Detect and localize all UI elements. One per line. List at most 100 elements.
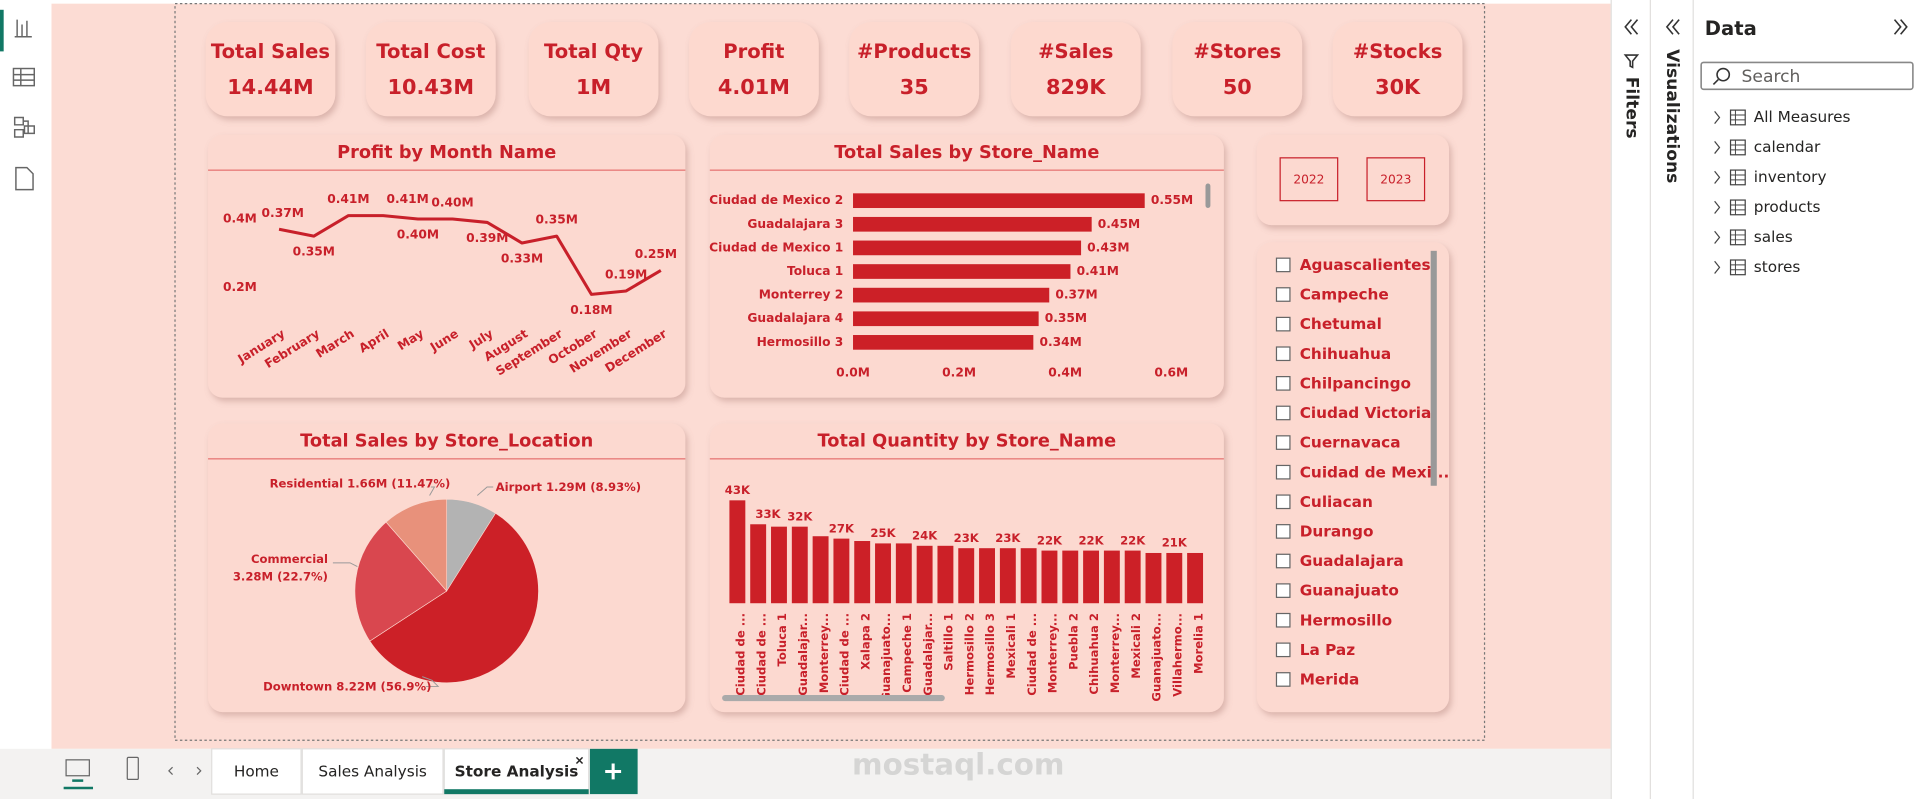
bar bbox=[854, 541, 871, 604]
checkbox[interactable] bbox=[1275, 494, 1291, 510]
bar bbox=[750, 524, 767, 604]
bar bbox=[812, 536, 829, 604]
bar bbox=[853, 311, 1039, 327]
slicer-item: Aguascalientes bbox=[1300, 256, 1431, 274]
slicer-item: Hermosillo bbox=[1300, 611, 1392, 629]
data-label: 0.39M bbox=[466, 231, 508, 245]
category-label: Residential bbox=[270, 476, 344, 490]
model-icon[interactable] bbox=[13, 116, 36, 138]
category-label: Airport bbox=[496, 479, 543, 493]
checkbox[interactable] bbox=[1275, 257, 1291, 273]
page-tab[interactable] bbox=[211, 748, 302, 795]
profit-line bbox=[278, 214, 662, 296]
pie-slice bbox=[385, 498, 448, 592]
collapse-filters[interactable] bbox=[1624, 19, 1639, 35]
x-tick-label: Ciudad de ... bbox=[1025, 613, 1039, 696]
y-tick-label: 0.4M bbox=[223, 212, 257, 226]
data-label: 0.35M bbox=[293, 245, 335, 259]
tab-nav[interactable] bbox=[168, 766, 202, 775]
report-icon[interactable] bbox=[14, 19, 32, 38]
expand-arrow[interactable] bbox=[1714, 230, 1721, 244]
slicer-item: Durango bbox=[1300, 523, 1374, 541]
active-indicator bbox=[0, 9, 4, 52]
checkbox[interactable] bbox=[1275, 524, 1291, 539]
checkbox[interactable] bbox=[1275, 642, 1291, 658]
checkbox[interactable] bbox=[1275, 287, 1291, 302]
bar bbox=[1083, 550, 1100, 604]
data-label: 0.25M bbox=[635, 247, 677, 261]
year-button[interactable] bbox=[1366, 157, 1426, 202]
data-label: 0.40M bbox=[397, 227, 439, 241]
table-icon-lines bbox=[13, 68, 35, 86]
bar bbox=[1041, 550, 1058, 604]
field-item[interactable]: sales bbox=[1754, 228, 1793, 246]
checkbox[interactable] bbox=[1275, 612, 1291, 628]
field-item[interactable]: All Measures bbox=[1754, 108, 1851, 126]
expand-data[interactable] bbox=[1893, 19, 1908, 35]
expand-arrow[interactable] bbox=[1714, 200, 1721, 214]
collapse-visualizations[interactable] bbox=[1665, 19, 1680, 35]
pie-slice bbox=[354, 521, 448, 642]
checkbox[interactable] bbox=[1275, 376, 1291, 391]
bar bbox=[1145, 552, 1162, 604]
visual-panel bbox=[1256, 242, 1450, 713]
checkbox[interactable] bbox=[1275, 316, 1291, 332]
checkbox[interactable] bbox=[1275, 583, 1291, 598]
left-rail bbox=[0, 0, 52, 749]
checkbox[interactable] bbox=[1275, 672, 1291, 687]
checkbox[interactable] bbox=[1275, 464, 1291, 480]
active-tab-underline bbox=[444, 789, 589, 795]
y-tick-label: Hermosillo 3 bbox=[757, 335, 844, 349]
visual-panel bbox=[208, 134, 686, 398]
x-tick-label: Ciudad de ... bbox=[734, 613, 748, 696]
field-item[interactable]: inventory bbox=[1754, 168, 1827, 186]
checkbox[interactable] bbox=[1275, 435, 1291, 450]
desktop-icon[interactable] bbox=[65, 759, 90, 777]
visual-title: Total Quantity by Store_Name bbox=[818, 432, 1117, 452]
kpi-value: 35 bbox=[900, 75, 929, 99]
field-item[interactable]: products bbox=[1754, 198, 1821, 216]
bar bbox=[937, 545, 954, 604]
table-icon-lines bbox=[1730, 200, 1746, 215]
data-label: 0.37M bbox=[1055, 288, 1097, 302]
expand-arrow[interactable] bbox=[1714, 110, 1721, 124]
data-label: 0.37M bbox=[262, 206, 304, 220]
leader-line bbox=[476, 486, 494, 496]
field-item[interactable]: calendar bbox=[1754, 138, 1821, 156]
mobile-icon[interactable] bbox=[126, 756, 139, 781]
slicer-item: Guanajuato bbox=[1300, 582, 1399, 600]
data-label: 0.18M bbox=[570, 303, 612, 317]
expand-arrow[interactable] bbox=[1714, 140, 1721, 154]
desktop-active bbox=[63, 779, 94, 790]
y-tick-label: Monterrey 2 bbox=[759, 288, 843, 302]
x-tick-label: Villahermo... bbox=[1170, 613, 1184, 697]
slicer-item: Cuidad de Mexi... bbox=[1300, 463, 1450, 481]
table-icon-lines bbox=[1730, 260, 1746, 275]
close-tab[interactable] bbox=[575, 756, 584, 765]
search-box[interactable] bbox=[1700, 61, 1914, 91]
visual-title: Total Sales by Store_Name bbox=[834, 143, 1099, 163]
expand-arrow[interactable] bbox=[1714, 260, 1721, 274]
pane-title: Visualizations bbox=[1662, 49, 1682, 183]
y-tick-label: Guadalajara 4 bbox=[747, 311, 843, 325]
checkbox[interactable] bbox=[1275, 553, 1291, 569]
tab-label: Home bbox=[234, 763, 279, 781]
expand-arrow[interactable] bbox=[1714, 170, 1721, 184]
x-tick-label: Ciudad de ... bbox=[754, 613, 768, 696]
bar bbox=[895, 543, 912, 604]
year-label: 2023 bbox=[1380, 172, 1411, 186]
dax-icon[interactable] bbox=[15, 166, 34, 191]
table-icon[interactable] bbox=[12, 67, 36, 87]
slicer-item: Guadalajara bbox=[1300, 552, 1404, 570]
page-tab[interactable] bbox=[301, 748, 444, 795]
year-button[interactable] bbox=[1279, 157, 1339, 202]
page-tab[interactable] bbox=[443, 748, 590, 795]
field-item[interactable]: stores bbox=[1754, 258, 1801, 276]
y-tick-label: 0.2M bbox=[223, 280, 257, 294]
checkbox[interactable] bbox=[1275, 346, 1291, 362]
bar bbox=[853, 240, 1082, 256]
kpi-card bbox=[205, 22, 336, 117]
checkbox[interactable] bbox=[1275, 405, 1291, 421]
view-icons bbox=[12, 19, 36, 191]
slicer-item: Campeche bbox=[1300, 286, 1389, 304]
